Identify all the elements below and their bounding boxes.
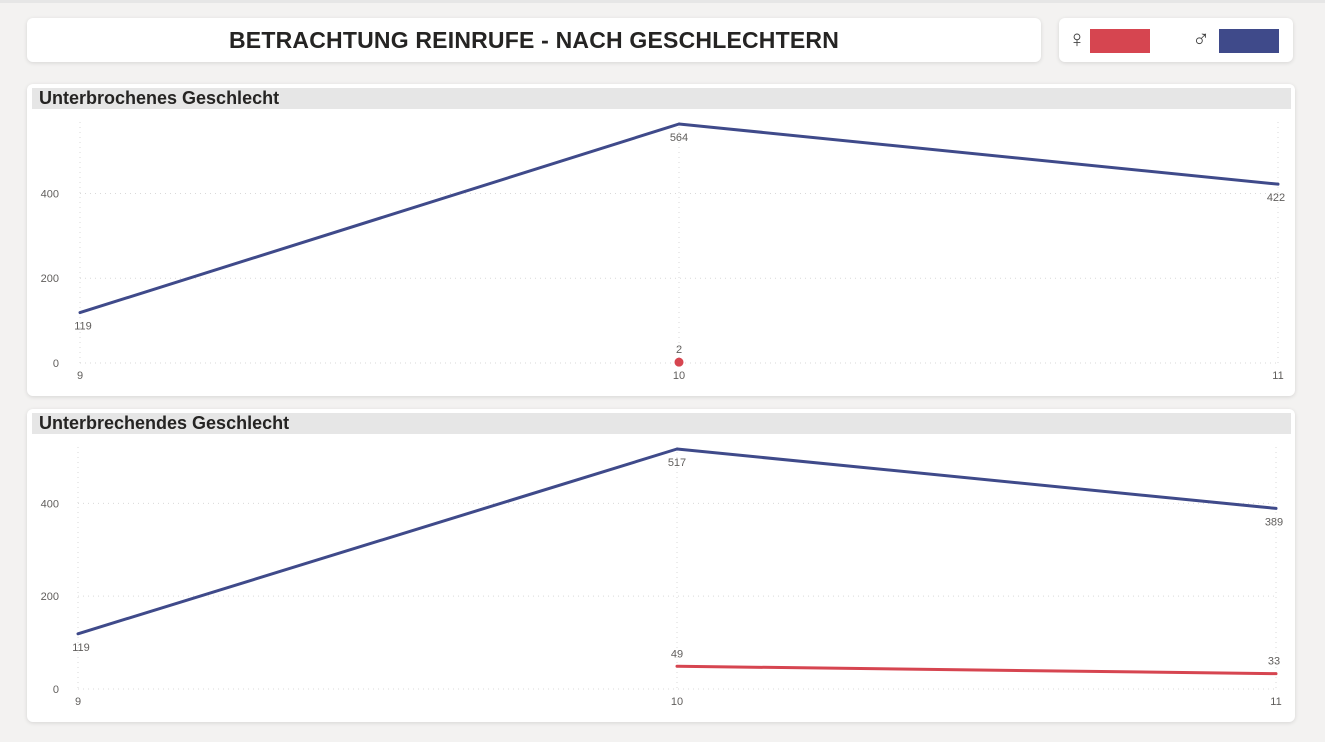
legend-card: ♀ ♂ <box>1059 18 1293 62</box>
male-symbol-icon: ♂ <box>1192 26 1210 53</box>
data-label: 119 <box>72 642 90 654</box>
y-tick-label: 400 <box>41 188 59 200</box>
x-tick-label: 11 <box>1270 696 1281 708</box>
data-label: 49 <box>671 648 683 660</box>
y-tick-label: 400 <box>41 498 59 510</box>
x-tick-label: 11 <box>1272 370 1283 382</box>
series-point <box>674 357 684 367</box>
line-chart-unterbrochen: 0 200 400 9 10 11 119 564 422 2 <box>41 122 1285 382</box>
data-label: 2 <box>676 344 682 356</box>
x-tick-label: 10 <box>673 370 685 382</box>
data-label: 517 <box>668 457 686 469</box>
data-label: 422 <box>1267 192 1285 204</box>
x-tick-label: 10 <box>671 696 683 708</box>
y-tick-label: 0 <box>53 358 59 370</box>
x-tick-label: 9 <box>75 696 81 708</box>
chart-card-unterbrechend: Unterbrechendes Geschlecht 0 200 400 9 10 11 1… <box>27 409 1295 722</box>
y-tick-label: 200 <box>41 273 59 285</box>
page-title: BETRACHTUNG REINRUFE - NACH GESCHLECHTER… <box>228 27 840 53</box>
legend-swatch-male <box>1219 29 1279 53</box>
y-tick-label: 0 <box>53 684 59 696</box>
line-chart-unterbrechend: 0 200 400 9 10 11 119 517 389 49 33 <box>41 447 1283 708</box>
series-line <box>76 447 1278 636</box>
series-line <box>675 664 1278 676</box>
chart-card-unterbrochen: Unterbrochenes Geschlecht 0 200 400 9 10 11 11… <box>27 84 1295 396</box>
y-tick-label: 200 <box>41 591 59 603</box>
chart-title: Unterbrechendes Geschlecht <box>32 413 1291 434</box>
data-label: 389 <box>1265 516 1283 528</box>
data-label: 564 <box>670 132 688 144</box>
title-card: BETRACHTUNG REINRUFE - NACH GESCHLECHTER… <box>27 18 1041 62</box>
female-symbol-icon: ♀ <box>1068 26 1086 53</box>
data-label: 119 <box>74 321 92 333</box>
x-tick-label: 9 <box>77 370 83 382</box>
legend-swatch-female <box>1090 29 1150 53</box>
top-border <box>0 0 1325 3</box>
data-label: 33 <box>1268 656 1280 668</box>
chart-title: Unterbrochenes Geschlecht <box>32 88 1291 109</box>
series-line <box>78 122 1280 315</box>
